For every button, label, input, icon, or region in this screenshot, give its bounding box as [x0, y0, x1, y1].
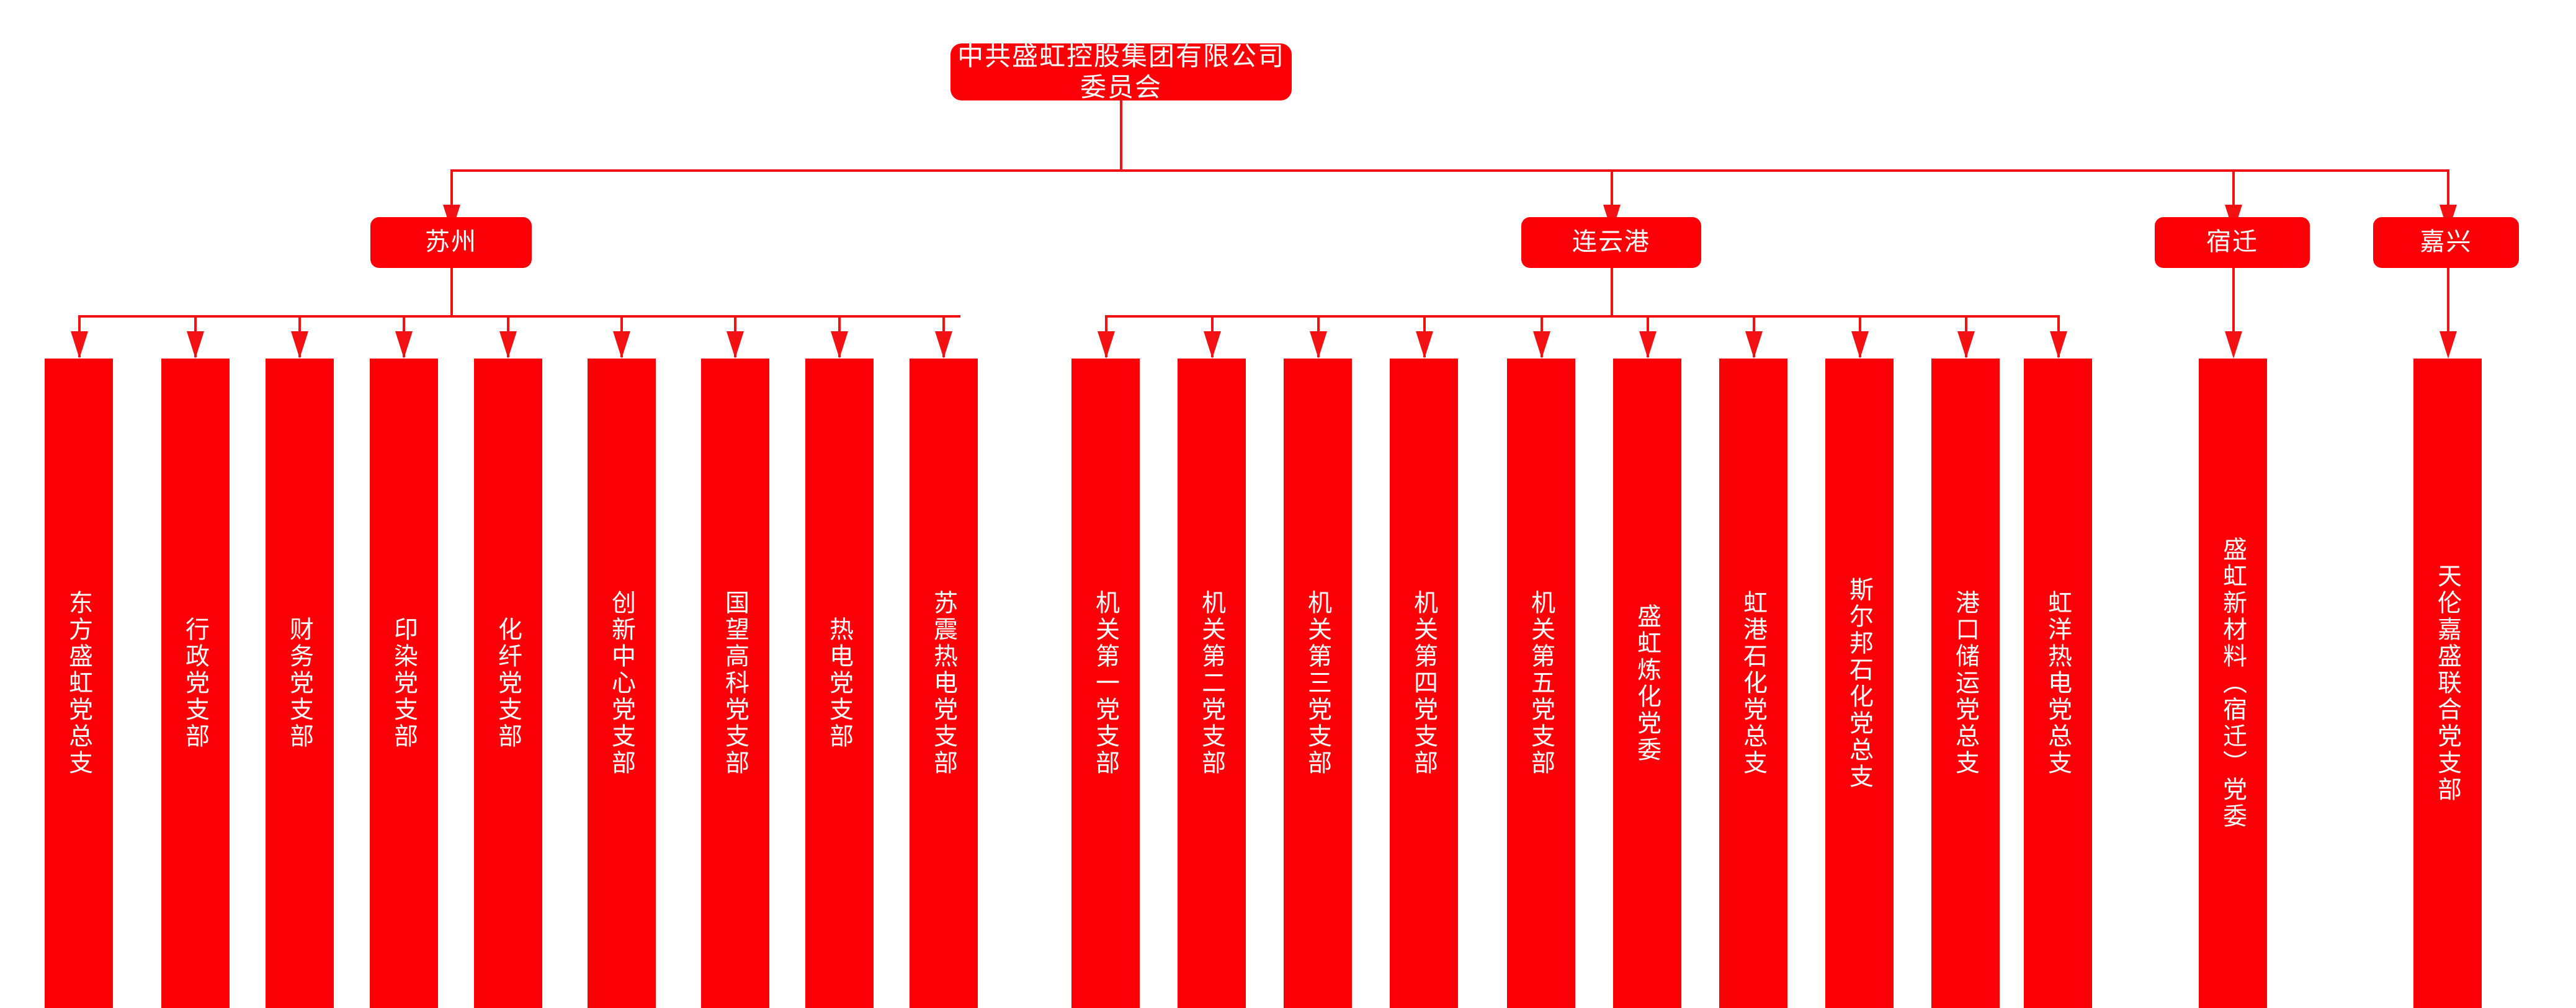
- leaf-node-label: 国望高科党支部: [722, 590, 749, 777]
- suzhou-substem: [450, 268, 453, 318]
- leaf-node[interactable]: 化纤党支部: [474, 359, 542, 1008]
- leaf-node[interactable]: 机关第二党支部: [1178, 359, 1246, 1008]
- lianyungang-arrowhead-1: [1098, 331, 1115, 359]
- leaf-node[interactable]: 虹洋热电党总支: [2024, 359, 2092, 1008]
- leaf-node-label: 盛虹炼化党委: [1634, 603, 1661, 764]
- leaf-node-label: 港口储运党总支: [1952, 590, 1979, 777]
- leaf-node-label: 虹洋热电党总支: [2044, 590, 2072, 777]
- region-node-suzhou-label: 苏州: [425, 228, 477, 256]
- lianyungang-arrowhead-9: [1957, 331, 1975, 359]
- suzhou-child-bus: [79, 315, 960, 318]
- lianyungang-child-bus: [1106, 315, 2059, 318]
- leaf-node-label: 虹港石化党总支: [1740, 590, 1767, 777]
- suzhou-arrowhead-6: [613, 331, 630, 359]
- leaf-node-label: 盛虹新材料（宿迁）党委: [2219, 537, 2247, 830]
- leaf-node-label: 财务党支部: [286, 617, 313, 750]
- lianyungang-arrowhead-10: [2050, 331, 2067, 359]
- drop-jiaxing: [2447, 169, 2449, 210]
- lianyungang-arrowhead-5: [1533, 331, 1550, 359]
- suzhou-arrowhead-1: [71, 331, 88, 359]
- leaf-node-label: 机关第一党支部: [1092, 590, 1119, 777]
- suqian-substem: [2232, 268, 2235, 332]
- suzhou-arrowhead-8: [831, 331, 848, 359]
- lianyungang-arrowhead-8: [1851, 331, 1869, 359]
- region-node-jiaxing[interactable]: 嘉兴: [2373, 217, 2519, 268]
- lianyungang-arrowhead-7: [1745, 331, 1763, 359]
- region-node-lianyungang-label: 连云港: [1572, 228, 1650, 256]
- region-node-lianyungang[interactable]: 连云港: [1521, 217, 1701, 268]
- leaf-node-label: 热电党支部: [826, 617, 853, 750]
- leaf-node[interactable]: 天伦嘉盛联合党支部: [2413, 359, 2482, 1008]
- leaf-node[interactable]: 东方盛虹党总支: [45, 359, 113, 1008]
- lianyungang-substem: [1611, 268, 1613, 318]
- leaf-node[interactable]: 行政党支部: [161, 359, 230, 1008]
- leaf-node-label: 机关第四党支部: [1410, 590, 1438, 777]
- region-node-suqian-label: 宿迁: [2206, 228, 2258, 256]
- leaf-node[interactable]: 热电党支部: [805, 359, 874, 1008]
- leaf-node-label: 苏震热电党支部: [930, 590, 957, 777]
- leaf-node[interactable]: 盛虹新材料（宿迁）党委: [2199, 359, 2267, 1008]
- drop-suqian: [2232, 169, 2235, 210]
- leaf-node-label: 创新中心党支部: [608, 590, 635, 777]
- suqian-leaf-arrowhead: [2225, 331, 2242, 359]
- lianyungang-arrowhead-3: [1310, 331, 1327, 359]
- suzhou-arrowhead-9: [935, 331, 952, 359]
- leaf-node-label: 化纤党支部: [494, 617, 522, 750]
- leaf-node-label: 东方盛虹党总支: [65, 590, 92, 777]
- level1-bus: [452, 169, 2449, 172]
- leaf-node-label: 机关第五党支部: [1527, 590, 1555, 777]
- region-node-jiaxing-label: 嘉兴: [2420, 228, 2472, 256]
- root-node-label: 中共盛虹控股集团有限公司委员会: [957, 42, 1285, 102]
- leaf-node[interactable]: 机关第五党支部: [1507, 359, 1575, 1008]
- drop-suzhou: [450, 169, 453, 210]
- suzhou-arrowhead-7: [727, 331, 744, 359]
- jiaxing-substem: [2447, 268, 2449, 332]
- suzhou-arrowhead-3: [291, 331, 308, 359]
- leaf-node[interactable]: 创新中心党支部: [588, 359, 656, 1008]
- leaf-node[interactable]: 国望高科党支部: [701, 359, 769, 1008]
- suzhou-arrowhead-5: [499, 331, 517, 359]
- leaf-node-label: 机关第二党支部: [1198, 590, 1225, 777]
- leaf-node[interactable]: 苏震热电党支部: [910, 359, 978, 1008]
- leaf-node-label: 行政党支部: [182, 617, 209, 750]
- root-stem: [1120, 100, 1122, 171]
- leaf-node[interactable]: 财务党支部: [266, 359, 334, 1008]
- leaf-node[interactable]: 盛虹炼化党委: [1613, 359, 1681, 1008]
- leaf-node-label: 机关第三党支部: [1304, 590, 1331, 777]
- root-node[interactable]: 中共盛虹控股集团有限公司委员会: [950, 42, 1292, 102]
- leaf-node[interactable]: 机关第三党支部: [1284, 359, 1352, 1008]
- leaf-node[interactable]: 机关第四党支部: [1390, 359, 1458, 1008]
- leaf-node[interactable]: 斯尔邦石化党总支: [1825, 359, 1894, 1008]
- jiaxing-leaf-arrowhead: [2440, 331, 2457, 359]
- region-node-suqian[interactable]: 宿迁: [2155, 217, 2310, 268]
- leaf-node-label: 天伦嘉盛联合党支部: [2434, 563, 2461, 803]
- lianyungang-arrowhead-6: [1639, 331, 1657, 359]
- drop-lianyungang: [1611, 169, 1613, 210]
- leaf-node-label: 斯尔邦石化党总支: [1846, 576, 1873, 790]
- leaf-node[interactable]: 印染党支部: [370, 359, 438, 1008]
- suzhou-arrowhead-2: [187, 331, 204, 359]
- lianyungang-arrowhead-4: [1416, 331, 1433, 359]
- leaf-node-label: 印染党支部: [390, 617, 418, 750]
- leaf-node[interactable]: 机关第一党支部: [1071, 359, 1140, 1008]
- leaf-node[interactable]: 港口储运党总支: [1931, 359, 2000, 1008]
- suzhou-arrowhead-4: [395, 331, 413, 359]
- region-node-suzhou[interactable]: 苏州: [370, 217, 532, 268]
- leaf-node[interactable]: 虹港石化党总支: [1719, 359, 1787, 1008]
- lianyungang-arrowhead-2: [1204, 331, 1221, 359]
